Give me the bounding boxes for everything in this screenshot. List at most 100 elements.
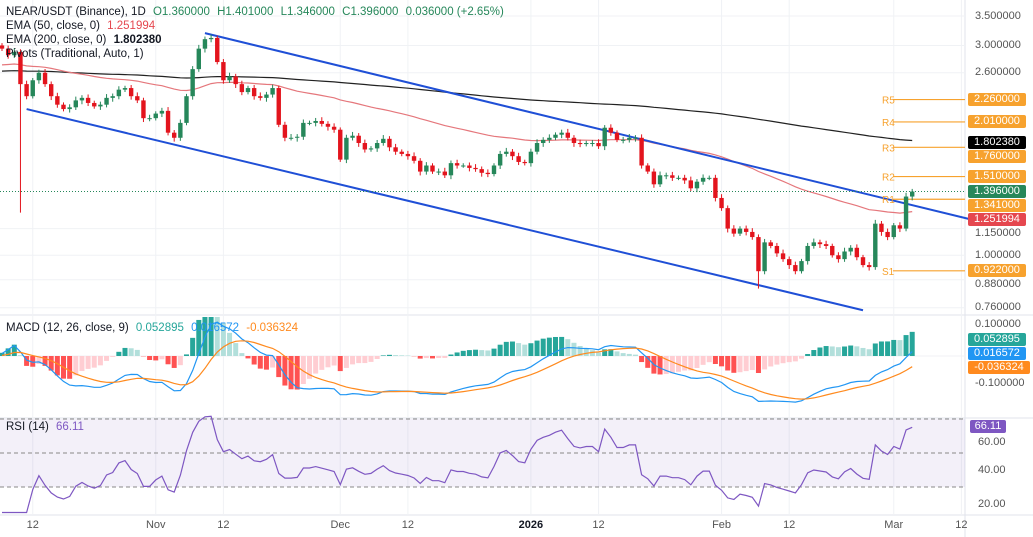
macd-histogram-bar: [380, 355, 386, 356]
rsi-value: 66.11: [56, 421, 84, 433]
candle-down: [61, 104, 66, 110]
candle-down: [787, 259, 792, 266]
macd-line-value: 0.016572: [191, 322, 240, 334]
candle-up: [528, 151, 534, 164]
macd-histogram-bar: [128, 348, 134, 356]
candle-down: [42, 72, 48, 85]
ema50-line: [1, 63, 913, 214]
candle-down: [645, 165, 650, 172]
candle-up: [264, 94, 269, 98]
macd-histogram-bar: [282, 356, 288, 386]
time-axis-label: Dec: [330, 519, 351, 531]
candle-down: [49, 84, 54, 97]
candle-up: [694, 181, 700, 189]
macd-histogram-bar: [313, 356, 319, 374]
candle-down: [282, 124, 288, 138]
ema200-price-tag: 1.802380: [968, 136, 1026, 150]
macd-histogram-bar: [104, 356, 110, 361]
candle-up: [891, 225, 896, 238]
macd-histogram-bar: [393, 355, 399, 356]
candle-down: [750, 231, 755, 238]
macd-histogram-bar: [343, 356, 349, 368]
macd-histogram-bar: [842, 346, 848, 356]
macd-histogram-bar: [669, 356, 675, 374]
macd-legend[interactable]: MACD (12, 26, close, 9) 0.052895 0.01657…: [6, 322, 302, 335]
ema50-legend[interactable]: EMA (50, close, 0) 1.251994: [6, 20, 159, 33]
rsi-axis-label: 20.00: [978, 498, 1006, 510]
rsi-legend[interactable]: RSI (14) 66.11: [6, 421, 88, 434]
macd-histogram-bar: [522, 344, 528, 356]
macd-histogram-bar: [184, 354, 189, 356]
candle-down: [725, 208, 730, 229]
macd-histogram-bar: [24, 356, 30, 366]
macd-histogram-bar: [608, 349, 614, 356]
macd-histogram-bar: [620, 353, 626, 356]
macd-histogram-bar: [190, 337, 196, 356]
macd-histogram-bar: [294, 356, 300, 390]
candle-up: [491, 165, 497, 175]
macd-histogram-bar: [300, 356, 306, 384]
candle-down: [713, 177, 718, 198]
candle-up: [122, 88, 128, 90]
macd-histogram-bar: [91, 356, 97, 368]
candle-down: [319, 120, 324, 124]
macd-histogram-bar: [509, 341, 515, 356]
macd-histogram-bar: [460, 350, 466, 356]
candle-down: [135, 96, 140, 101]
candle-up: [67, 107, 72, 110]
price-axis-label: 1.150000: [975, 227, 1021, 240]
candle-down: [682, 177, 687, 181]
candle-up: [79, 97, 85, 101]
candle-up: [664, 175, 669, 177]
candle-down: [639, 137, 644, 166]
candle-up: [202, 39, 208, 49]
candle-down: [860, 257, 866, 266]
macd-histogram-bar: [491, 348, 497, 356]
macd-histogram-bar: [5, 348, 11, 356]
candle-down: [454, 163, 460, 166]
candle-up: [700, 177, 706, 182]
candle-down: [596, 143, 601, 147]
candle-up: [307, 122, 312, 124]
candle-down: [897, 225, 903, 229]
candle-up: [534, 143, 540, 152]
macd-histogram-bar: [725, 356, 731, 371]
candle-up: [657, 175, 663, 185]
macd-histogram-bar: [891, 339, 897, 356]
candle-down: [258, 96, 263, 98]
candle-up: [602, 127, 607, 147]
candle-down: [479, 169, 484, 173]
macd-histogram-bar: [116, 351, 122, 356]
macd-histogram-bar: [805, 353, 811, 356]
candle-down: [836, 255, 841, 260]
pivot-label-r2: R2: [882, 173, 895, 184]
time-axis-label: Mar: [884, 519, 904, 531]
macd-histogram-bar: [171, 356, 177, 368]
macd-histogram-bar: [251, 356, 257, 365]
macd-histogram-bar: [270, 356, 276, 368]
candle-up: [737, 228, 743, 234]
pivot-price-tag: 2.260000: [968, 93, 1026, 107]
pivots-legend[interactable]: Pivots (Traditional, Auto, 1): [6, 48, 148, 61]
candle-down: [393, 147, 398, 152]
candle-down: [405, 153, 411, 157]
ema50-value: 1.251994: [107, 20, 156, 32]
candle-down: [215, 37, 220, 63]
ohlc-open: O1.360000: [152, 6, 210, 18]
ema200-legend[interactable]: EMA (200, close, 0) 1.802380: [6, 34, 166, 47]
macd-histogram-bar: [196, 319, 202, 356]
channel-upper-line: [204, 32, 973, 221]
candle-up: [381, 138, 386, 144]
macd-histogram-bar: [817, 347, 823, 356]
macd-hist-tag: 0.052895: [968, 333, 1026, 346]
candle-up: [159, 110, 165, 114]
candle-down: [24, 84, 29, 97]
macd-histogram-bar: [399, 355, 405, 356]
macd-histogram-bar: [626, 353, 632, 356]
pivot-label-r4: R4: [882, 118, 895, 129]
ema200-label: EMA (200, close, 0): [6, 34, 107, 46]
macd-histogram-bar: [799, 356, 804, 359]
macd-histogram-bar: [319, 356, 325, 370]
